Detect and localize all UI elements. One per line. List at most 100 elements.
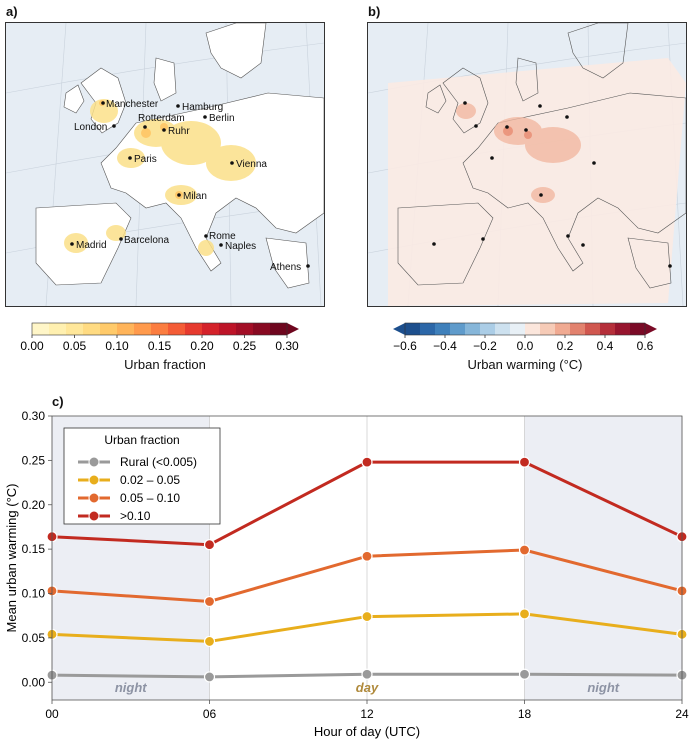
map-urban-warming <box>367 22 687 307</box>
colorbar-extend-max <box>287 323 299 335</box>
annotation-night: night <box>115 680 147 695</box>
legend-entry-label: >0.10 <box>120 509 151 523</box>
colorbar-tick-label: 0.15 <box>148 339 172 353</box>
colorbar-a-bins <box>31 322 299 336</box>
x-tick-label: 06 <box>203 707 217 721</box>
colorbar-extend-max <box>645 323 657 335</box>
annotation-night: night <box>587 680 619 695</box>
city-label-vienna: Vienna <box>236 159 267 170</box>
legend-entry-label: Rural (<0.005) <box>120 455 197 469</box>
colorbar-tick-label: 0.0 <box>517 339 534 353</box>
colorbar-bin <box>83 323 101 335</box>
colorbar-tick-label: 0.20 <box>190 339 214 353</box>
city-label-rotterdam: Rotterdam <box>138 113 185 124</box>
colorbar-bin <box>202 323 220 335</box>
colorbar-bin <box>117 323 135 335</box>
city-label-madrid: Madrid <box>76 240 107 251</box>
colorbar-bin <box>66 323 84 335</box>
y-tick-label: 0.05 <box>22 631 46 645</box>
x-tick-label: 00 <box>45 707 59 721</box>
legend-swatch-marker <box>88 474 100 486</box>
colorbar-bin <box>151 323 169 335</box>
x-tick-label: 24 <box>675 707 689 721</box>
y-tick-label: 0.30 <box>22 409 46 423</box>
colorbar-bin <box>555 323 571 335</box>
colorbar-bin <box>420 323 436 335</box>
colorbar-bin <box>495 323 511 335</box>
colorbar-urban-fraction: 0.00 0.05 0.10 0.15 0.20 0.25 0.30 <box>20 322 299 353</box>
x-tick-label: 18 <box>518 707 532 721</box>
legend-box <box>63 427 221 525</box>
colorbar-bin <box>600 323 616 335</box>
city-label-hamburg: Hamburg <box>182 102 223 113</box>
legend-swatch-marker <box>88 456 100 468</box>
colorbar-bin <box>134 323 152 335</box>
colorbar-bin <box>168 323 186 335</box>
colorbar-tick-label: 0.30 <box>275 339 299 353</box>
series-point <box>361 456 373 468</box>
colorbar-extend-min <box>393 323 405 335</box>
colorbar-b-bins <box>393 322 657 336</box>
colorbar-tick-label: 0.00 <box>20 339 44 353</box>
chart-annotations: night day night <box>115 680 620 695</box>
colorbar-bin <box>615 323 631 335</box>
colorbar-bin <box>405 323 421 335</box>
chart-legend: Urban fraction Rural (<0.005) 0.02 – 0.05 0… <box>63 427 221 525</box>
colorbar-tick-label: −0.6 <box>393 339 417 353</box>
series-point <box>361 550 373 562</box>
colorbar-a-ticks: 0.00 0.05 0.10 0.15 0.20 0.25 0.30 <box>20 335 299 353</box>
chart-series <box>46 456 688 683</box>
chart-axes: 0.00 0.05 0.10 0.15 0.20 0.25 0.30 00 06 12 18 24 <box>22 409 689 721</box>
x-tick-label: 12 <box>360 707 374 721</box>
legend-title: Urban fraction <box>104 433 179 447</box>
colorbar-tick-label: −0.4 <box>433 339 457 353</box>
legend-swatch-marker <box>88 492 100 504</box>
series-point <box>518 544 531 556</box>
colorbar-bin <box>540 323 556 335</box>
series-point <box>203 539 216 551</box>
colorbar-bin <box>525 323 541 335</box>
series-point <box>518 668 531 680</box>
colorbar-tick-label: 0.6 <box>637 339 654 353</box>
series-point <box>203 595 216 608</box>
city-label-athens: Athens <box>270 262 301 273</box>
city-label-london: London <box>74 122 107 133</box>
y-tick-label: 0.25 <box>22 453 46 467</box>
city-label-barcelona: Barcelona <box>124 235 169 246</box>
colorbar-bin <box>450 323 466 335</box>
colorbar-bin <box>49 323 67 335</box>
colorbar-bin <box>585 323 601 335</box>
city-label-milan: Milan <box>183 191 207 202</box>
city-label-manchester: Manchester <box>106 99 159 110</box>
x-axis-label: Hour of day (UTC) <box>314 724 420 739</box>
colorbar-b-ticks: −0.6 −0.4 −0.2 0.0 0.2 0.4 0.6 <box>393 335 654 353</box>
colorbar-tick-label: 0.2 <box>557 339 574 353</box>
series-point <box>361 610 373 623</box>
city-label-ruhr: Ruhr <box>168 126 190 137</box>
colorbar-tick-label: 0.10 <box>105 339 129 353</box>
series-point <box>518 456 531 468</box>
city-label-rome: Rome <box>209 231 236 242</box>
y-axis-label: Mean urban warming (°C) <box>4 484 19 633</box>
series-point <box>361 668 373 680</box>
colorbar-tick-label: −0.2 <box>473 339 497 353</box>
series-point <box>518 608 531 620</box>
colorbar-a-title: Urban fraction <box>124 357 206 372</box>
colorbar-bin <box>100 323 118 335</box>
panel-label-a: a) <box>6 4 18 19</box>
colorbar-tick-label: 0.05 <box>63 339 87 353</box>
city-label-berlin: Berlin <box>209 113 235 124</box>
map-urban-fraction: Manchester Hamburg Rotterdam Berlin Lond… <box>5 22 325 307</box>
colorbar-bin <box>510 323 526 335</box>
night-shading <box>524 416 682 700</box>
colorbar-b-title: Urban warming (°C) <box>467 357 583 372</box>
urban-warming-line-chart: night day night 0.000.050.100.150.200.250.… <box>4 409 689 739</box>
y-tick-label: 0.15 <box>22 542 46 556</box>
series-point <box>203 635 216 648</box>
colorbar-bin <box>32 323 50 335</box>
colorbar-tick-label: 0.4 <box>597 339 614 353</box>
colorbar-tick-label: 0.25 <box>233 339 257 353</box>
colorbar-bin <box>236 323 254 335</box>
city-label-naples: Naples <box>225 241 256 252</box>
colorbar-bin <box>270 323 288 335</box>
